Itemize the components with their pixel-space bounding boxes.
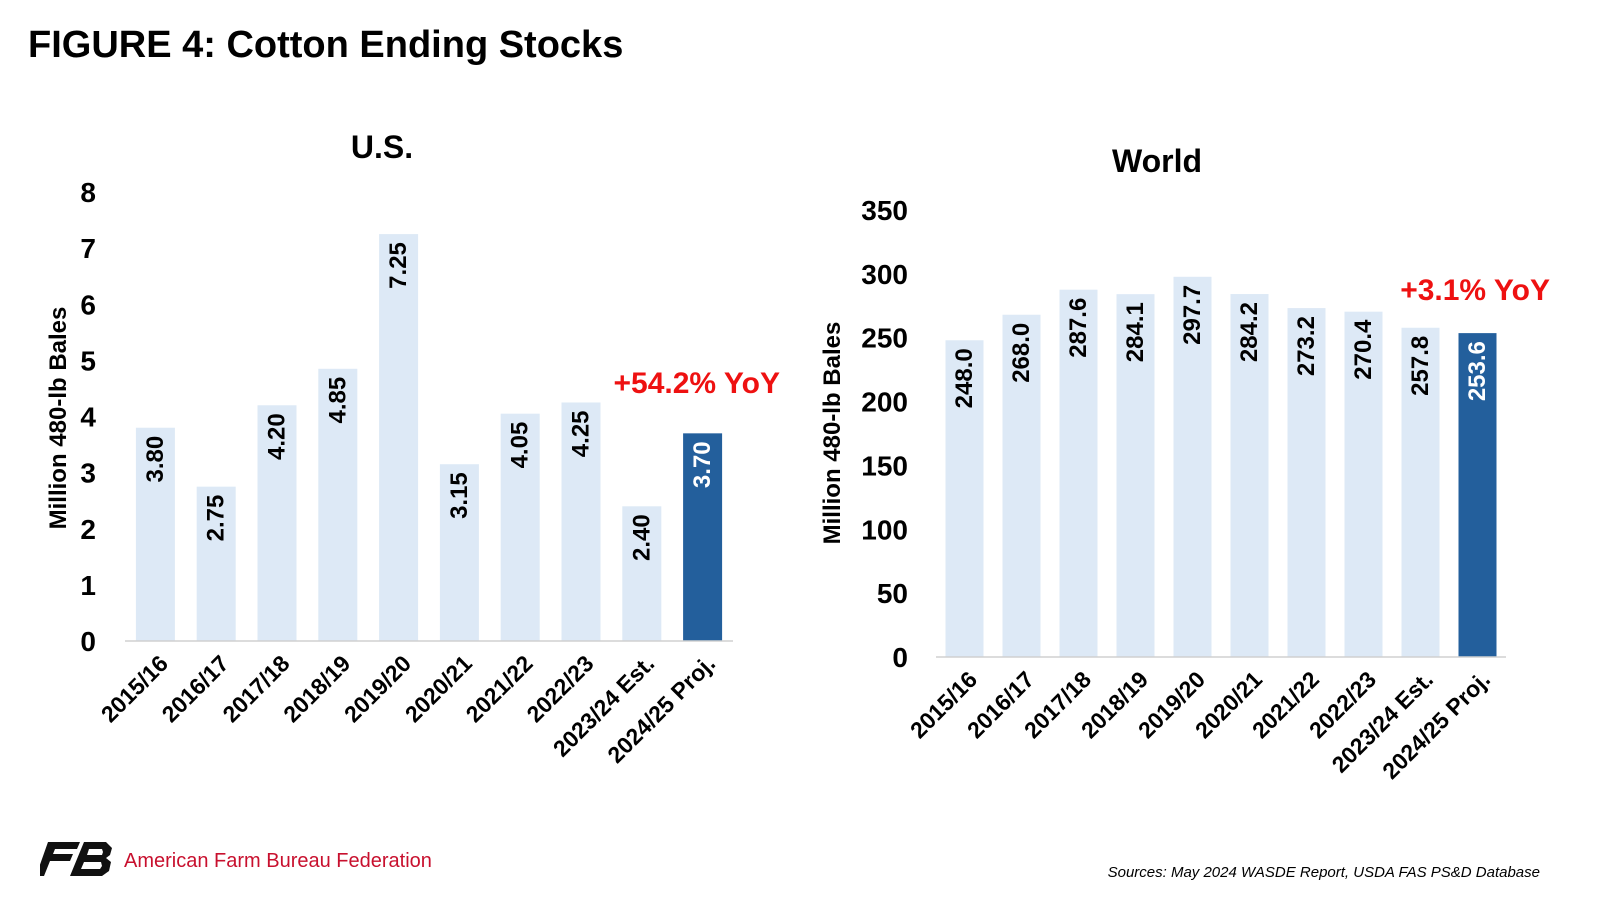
world-y-tick-label: 350: [861, 195, 908, 226]
us-y-tick-label: 0: [80, 626, 96, 657]
world-bar-value-label: 257.8: [1407, 336, 1434, 396]
us-y-tick-label: 1: [80, 570, 96, 601]
us-bar-value-label: 2.40: [628, 514, 655, 561]
us-y-tick-label: 8: [80, 177, 96, 208]
us-y-tick-label: 6: [80, 289, 96, 320]
world-bar: [945, 340, 984, 657]
us-bar: [561, 402, 601, 641]
us-bar-value-label: 3.70: [689, 441, 716, 488]
us-bar-value-label: 4.25: [568, 410, 595, 457]
figure-title: FIGURE 4: Cotton Ending Stocks: [28, 24, 624, 66]
world-y-tick-label: 100: [861, 514, 908, 545]
us-y-tick-label: 7: [80, 233, 96, 264]
world-y-tick-label: 50: [877, 578, 908, 609]
world-bar: [1002, 314, 1041, 657]
world-bar-value-label: 268.0: [1008, 323, 1035, 383]
us-bar: [683, 433, 723, 641]
organization-name: American Farm Bureau Federation: [124, 850, 432, 872]
world-bar-value-label: 284.1: [1122, 302, 1149, 362]
world-bar: [1287, 308, 1326, 657]
us-y-tick-label: 5: [80, 345, 96, 376]
world-bar: [1230, 294, 1269, 657]
us-bar: [500, 413, 540, 641]
world-bar: [1116, 294, 1155, 657]
us-bar: [135, 427, 175, 641]
world-chart: World Million 480-lb Bales 0 50 100 150 200 250…: [819, 143, 1550, 784]
us-y-tick-label: 3: [80, 458, 96, 489]
us-y-tick-label: 4: [80, 402, 96, 433]
us-y-tick-label: 2: [80, 514, 96, 545]
world-bar-value-label: 253.6: [1464, 341, 1491, 401]
world-y-axis-label: Million 480-lb Bales: [819, 322, 846, 545]
world-bar: [1059, 289, 1098, 657]
world-bar: [1458, 333, 1497, 657]
us-bar-value-label: 3.80: [142, 436, 169, 483]
world-bar: [1401, 327, 1440, 657]
world-bar-value-label: 284.2: [1236, 302, 1263, 362]
afbf-logo: [40, 842, 112, 876]
us-bar: [318, 368, 358, 641]
us-bar: [257, 405, 297, 641]
us-bar-value-label: 4.20: [264, 413, 291, 460]
world-bar-value-label: 270.4: [1350, 319, 1377, 380]
us-bar: [196, 486, 236, 641]
world-bar-value-label: 287.6: [1065, 298, 1092, 358]
world-y-tick-label: 250: [861, 323, 908, 354]
us-y-axis-label: Million 480-lb Bales: [45, 307, 72, 530]
world-yoy-annotation: +3.1% YoY: [1400, 274, 1550, 307]
us-bar: [622, 506, 662, 641]
us-bar-value-label: 4.05: [507, 422, 534, 469]
sources-note: Sources: May 2024 WASDE Report, USDA FAS…: [1107, 864, 1540, 881]
us-bar: [379, 234, 419, 641]
world-bar: [1344, 311, 1383, 657]
world-y-tick-label: 200: [861, 387, 908, 418]
world-y-tick-label: 300: [861, 259, 908, 290]
us-bar-value-label: 7.25: [385, 242, 412, 289]
us-bar: [439, 464, 479, 641]
world-bar: [1173, 276, 1212, 657]
world-bar-value-label: 248.0: [951, 348, 978, 408]
world-chart-title: World: [1112, 143, 1202, 179]
us-bar-value-label: 2.75: [203, 495, 230, 542]
us-chart-title: U.S.: [351, 129, 413, 165]
us-bar-value-label: 4.85: [324, 377, 351, 424]
world-y-tick-label: 0: [892, 642, 908, 673]
us-yoy-annotation: +54.2% YoY: [614, 367, 781, 400]
us-bar-value-label: 3.15: [446, 472, 473, 519]
world-y-tick-label: 150: [861, 450, 908, 481]
world-bar-value-label: 297.7: [1179, 285, 1206, 345]
world-bar-value-label: 273.2: [1293, 316, 1320, 376]
us-chart: U.S.Million 480-lb Bales0123456783.80201…: [45, 129, 781, 768]
